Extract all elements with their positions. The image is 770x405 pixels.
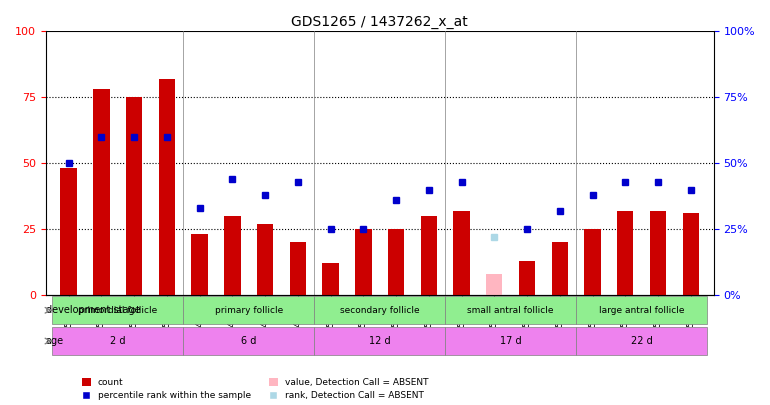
Bar — [682, 213, 699, 295]
FancyBboxPatch shape — [445, 296, 576, 324]
Bar — [388, 229, 404, 295]
Title: GDS1265 / 1437262_x_at: GDS1265 / 1437262_x_at — [291, 15, 468, 29]
Bar — [519, 261, 535, 295]
FancyBboxPatch shape — [314, 327, 445, 355]
Text: primordial follicle: primordial follicle — [78, 306, 157, 315]
Text: 17 d: 17 d — [500, 336, 521, 346]
FancyBboxPatch shape — [52, 296, 183, 324]
Text: large antral follicle: large antral follicle — [599, 306, 685, 315]
Bar — [454, 211, 470, 295]
Text: 12 d: 12 d — [369, 336, 390, 346]
Bar — [224, 216, 240, 295]
FancyBboxPatch shape — [445, 327, 576, 355]
Bar — [551, 242, 568, 295]
FancyBboxPatch shape — [576, 296, 707, 324]
FancyBboxPatch shape — [183, 327, 314, 355]
Bar — [584, 229, 601, 295]
Bar — [323, 263, 339, 295]
Text: secondary follicle: secondary follicle — [340, 306, 420, 315]
Text: development stage: development stage — [45, 305, 140, 315]
Bar — [650, 211, 666, 295]
FancyBboxPatch shape — [576, 327, 707, 355]
Bar — [290, 242, 306, 295]
FancyBboxPatch shape — [52, 327, 183, 355]
FancyBboxPatch shape — [183, 296, 314, 324]
Text: small antral follicle: small antral follicle — [467, 306, 554, 315]
Bar — [126, 97, 142, 295]
Bar — [355, 229, 371, 295]
Text: 22 d: 22 d — [631, 336, 652, 346]
Text: age: age — [45, 336, 64, 346]
Bar — [159, 79, 175, 295]
Bar — [420, 216, 437, 295]
Bar — [192, 234, 208, 295]
Bar — [617, 211, 634, 295]
Text: 2 d: 2 d — [110, 336, 126, 346]
FancyBboxPatch shape — [314, 296, 445, 324]
Bar — [93, 90, 109, 295]
Bar — [257, 224, 273, 295]
Bar — [61, 168, 77, 295]
Text: primary follicle: primary follicle — [215, 306, 283, 315]
Bar — [486, 274, 503, 295]
Text: 6 d: 6 d — [241, 336, 256, 346]
Legend: count, percentile rank within the sample, value, Detection Call = ABSENT, rank, : count, percentile rank within the sample… — [82, 378, 429, 401]
